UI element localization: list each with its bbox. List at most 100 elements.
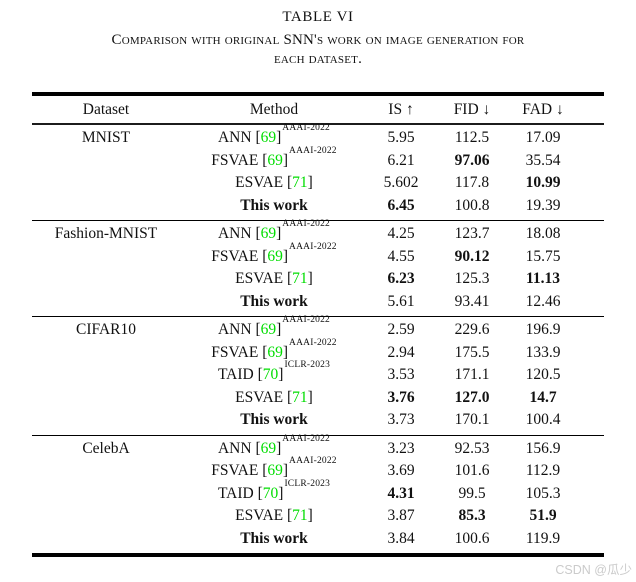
- method-cell: TAID [70]ICLR-2023: [180, 479, 368, 506]
- row-spacer: [576, 342, 604, 365]
- citation-link[interactable]: [69]: [262, 462, 288, 479]
- venue-superscript: AAAI-2022: [289, 145, 337, 156]
- citation-link[interactable]: [69]: [255, 129, 281, 146]
- dataset-cell: [32, 150, 180, 173]
- citation-bracket: [: [286, 174, 293, 191]
- method-label: ANN: [217, 439, 252, 457]
- is-value: 4.25: [387, 225, 415, 242]
- citation-link[interactable]: [69]: [262, 344, 288, 361]
- citation-link[interactable]: [69]: [255, 225, 281, 242]
- citation-link[interactable]: [71]: [287, 389, 313, 406]
- citation-bracket: [: [255, 225, 261, 242]
- method-label: This work: [240, 196, 308, 214]
- col-header-fad: FAD ↓: [522, 101, 564, 118]
- dataset-cell: [32, 460, 180, 483]
- dataset-group: MNIST ANN [69]AAAI-2022 5.95 112.5 17.09 FSVA…: [32, 124, 604, 220]
- caption-line-1: Comparison with original SNN's work on i…: [111, 32, 525, 48]
- col-header-fid: FID ↓: [453, 101, 491, 118]
- row-spacer: [576, 172, 604, 195]
- col-header-method: Method: [249, 101, 299, 118]
- method-label: FSVAE: [211, 151, 259, 169]
- citation-bracket: ]: [276, 439, 282, 457]
- dataset-cell: MNIST: [81, 129, 131, 146]
- citation-number: 69: [260, 129, 277, 146]
- citation-link[interactable]: [71]: [287, 174, 313, 191]
- dataset-cell: [32, 409, 180, 432]
- citation-link[interactable]: [70]: [258, 366, 284, 383]
- citation-link[interactable]: [69]: [255, 440, 281, 457]
- method-cell: ANN [69]AAAI-2022: [180, 316, 368, 342]
- venue-superscript: AAAI-2022: [282, 123, 331, 134]
- citation-bracket: ]: [278, 366, 284, 383]
- row-spacer: [576, 364, 604, 387]
- fid-value: 117.8: [454, 174, 490, 191]
- row-spacer: [576, 319, 604, 342]
- citation-bracket: ]: [282, 151, 289, 169]
- table-row: ESVAE [71] 3.87 85.3 51.9: [32, 505, 604, 528]
- venue-superscript: AAAI-2022: [289, 456, 337, 467]
- fad-value: 17.09: [525, 129, 561, 146]
- method-cell: ESVAE [71]: [180, 172, 368, 195]
- row-spacer: [576, 246, 604, 269]
- method-cell: FSVAE [69]AAAI-2022: [180, 338, 368, 365]
- citation-link[interactable]: [71]: [287, 270, 313, 287]
- citation-bracket: ]: [282, 462, 289, 479]
- fid-value: 85.3: [458, 507, 486, 524]
- is-value: 3.53: [387, 366, 415, 383]
- row-spacer: [576, 438, 604, 461]
- is-value: 6.21: [387, 151, 415, 169]
- fad-value: 120.5: [525, 366, 561, 383]
- fad-value: 119.9: [525, 529, 561, 547]
- row-spacer: [576, 528, 604, 551]
- venue-superscript: AAAI-2022: [282, 315, 331, 326]
- is-value: 3.76: [387, 388, 415, 406]
- table-row: This work 3.84 100.6 119.9: [32, 528, 604, 551]
- dataset-cell: [32, 342, 180, 365]
- citation-bracket: [: [286, 507, 293, 524]
- venue-superscript: ICLR-2023: [284, 360, 331, 371]
- citation-link[interactable]: [70]: [258, 485, 284, 502]
- method-label: ANN: [217, 321, 252, 338]
- row-spacer: [576, 409, 604, 432]
- table-row: Fashion-MNIST ANN [69]AAAI-2022 4.25 123.7 1…: [32, 220, 604, 246]
- method-label: ANN: [217, 129, 252, 146]
- venue-superscript: AAAI-2022: [282, 219, 331, 230]
- table-row: MNIST ANN [69]AAAI-2022 5.95 112.5 17.09: [32, 124, 604, 150]
- table-row: FSVAE [69]AAAI-2022 4.55 90.12 15.75: [32, 242, 604, 269]
- method-cell: ESVAE [71]: [180, 387, 368, 410]
- fad-value: 15.75: [525, 247, 561, 265]
- citation-bracket: [: [255, 129, 261, 146]
- method-label: FSVAE: [211, 343, 259, 361]
- fid-value: 127.0: [454, 388, 490, 406]
- is-value: 5.95: [387, 129, 415, 146]
- table-row: This work 5.61 93.41 12.46: [32, 291, 604, 314]
- table-row: ESVAE [71] 6.23 125.3 11.13: [32, 268, 604, 291]
- table-row: TAID [70]ICLR-2023 3.53 171.1 120.5: [32, 361, 604, 387]
- fad-value: 12.46: [525, 292, 561, 310]
- citation-number: 71: [292, 270, 308, 287]
- dataset-cell: [32, 291, 180, 314]
- venue-superscript: AAAI-2022: [289, 337, 337, 348]
- citation-link[interactable]: [69]: [255, 321, 281, 338]
- citation-link[interactable]: [71]: [287, 507, 313, 524]
- row-spacer: [576, 150, 604, 173]
- citation-link[interactable]: [69]: [262, 248, 288, 265]
- fid-value: 92.53: [454, 439, 490, 457]
- row-spacer: [576, 387, 604, 410]
- dataset-cell: Fashion-MNIST: [54, 225, 158, 242]
- is-value: 5.602: [383, 174, 419, 191]
- fad-value: 11.13: [525, 270, 561, 287]
- dataset-cell: [32, 172, 180, 195]
- citation-number: 71: [292, 507, 308, 524]
- fid-value: 171.1: [454, 366, 490, 383]
- citation-link[interactable]: [69]: [262, 152, 288, 169]
- dataset-cell: [32, 268, 180, 291]
- citation-bracket: [: [255, 321, 261, 338]
- citation-number: 71: [292, 388, 308, 406]
- fad-value: 18.08: [525, 225, 561, 242]
- method-cell: TAID [70]ICLR-2023: [180, 361, 368, 387]
- dataset-cell: [32, 364, 180, 387]
- is-value: 4.55: [387, 247, 415, 265]
- method-cell: This work: [180, 291, 368, 314]
- citation-bracket: [: [257, 366, 263, 383]
